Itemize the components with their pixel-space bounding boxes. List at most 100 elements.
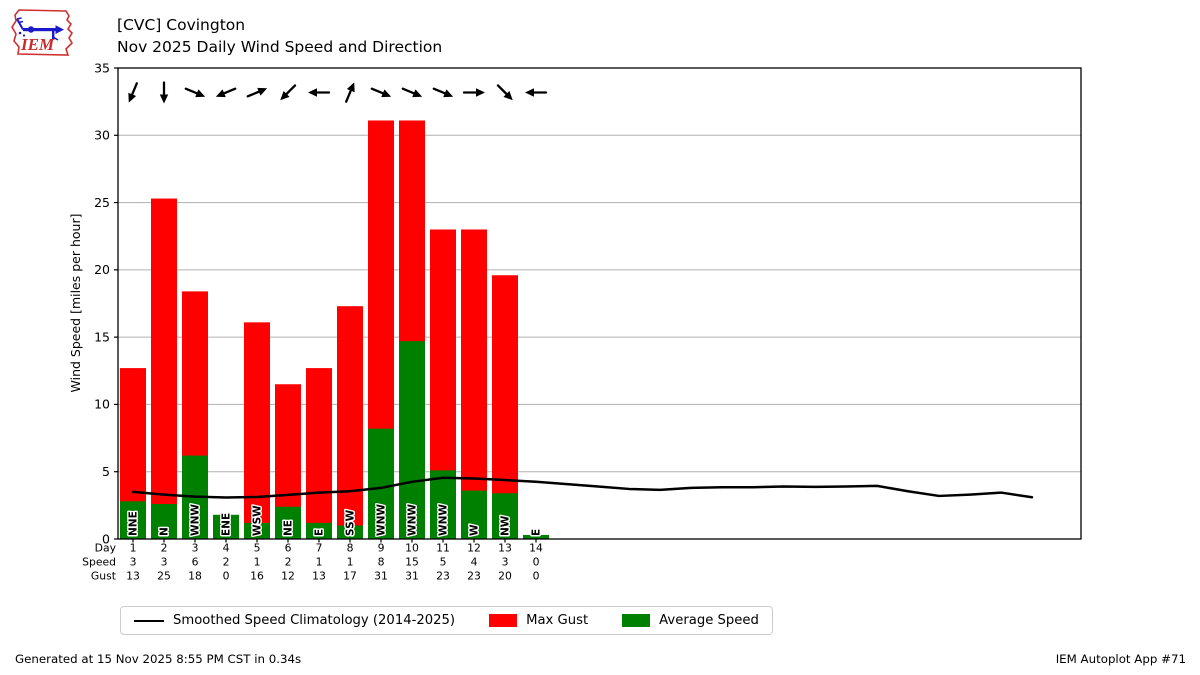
average-speed-swatch xyxy=(622,614,651,627)
direction-label: E xyxy=(313,529,325,536)
direction-label: E xyxy=(530,529,542,536)
direction-label: WNW xyxy=(406,504,418,536)
wind-direction-arrow-icon xyxy=(496,84,513,101)
wind-direction-arrow-icon xyxy=(128,82,138,103)
row-value: 0 xyxy=(223,570,230,583)
row-value: 10 xyxy=(405,542,419,555)
row-value: 3 xyxy=(161,556,168,569)
direction-label: WNW xyxy=(189,504,201,536)
y-tick-label: 0 xyxy=(102,531,110,546)
average-speed-bar xyxy=(213,514,239,539)
average-speed-bar xyxy=(151,504,177,539)
average-speed-bar xyxy=(430,470,456,539)
row-value: 3 xyxy=(130,556,137,569)
max-gust-bar xyxy=(244,322,270,539)
title-line-subtitle: Nov 2025 Daily Wind Speed and Direction xyxy=(117,38,443,56)
row-value: 0 xyxy=(533,570,540,583)
y-tick-label: 25 xyxy=(94,195,110,210)
row-value: 25 xyxy=(157,570,171,583)
wind-direction-arrow-icon xyxy=(308,88,331,97)
row-value: 31 xyxy=(374,570,388,583)
direction-label: W xyxy=(468,524,480,536)
row-value: 23 xyxy=(467,570,481,583)
row-value: 20 xyxy=(498,570,512,583)
legend-item-climatology: Smoothed Speed Climatology (2014-2025) xyxy=(134,613,455,628)
average-speed-bar xyxy=(275,506,301,539)
y-tick-label: 20 xyxy=(94,262,110,277)
row-header: Day xyxy=(95,542,117,555)
direction-label: WNW xyxy=(437,504,449,536)
row-value: 0 xyxy=(533,556,540,569)
row-value: 23 xyxy=(436,570,450,583)
row-value: 3 xyxy=(192,542,199,555)
wind-direction-arrow-icon xyxy=(345,82,355,103)
row-value: 15 xyxy=(405,556,419,569)
row-value: 4 xyxy=(471,556,478,569)
max-gust-bar xyxy=(461,229,487,539)
y-tick-label: 5 xyxy=(102,464,110,479)
average-speed-bar xyxy=(368,428,394,539)
max-gust-bar xyxy=(151,198,177,539)
wind-direction-arrow-icon xyxy=(215,87,237,98)
average-speed-bar xyxy=(399,341,425,539)
row-header: Gust xyxy=(91,570,116,583)
max-gust-bar xyxy=(337,306,363,539)
row-value: 13 xyxy=(312,570,326,583)
plot-frame xyxy=(117,67,1082,540)
wind-direction-arrow-icon xyxy=(370,87,392,98)
row-value: 11 xyxy=(436,542,450,555)
wind-direction-arrow-icon xyxy=(159,81,169,104)
legend-label-average-speed: Average Speed xyxy=(659,613,759,628)
row-value: 6 xyxy=(192,556,199,569)
average-speed-bar xyxy=(120,501,146,539)
row-value: 5 xyxy=(254,542,261,555)
average-speed-bar xyxy=(492,493,518,539)
row-value: 31 xyxy=(405,570,419,583)
legend: Smoothed Speed Climatology (2014-2025) M… xyxy=(120,606,773,635)
generated-timestamp: Generated at 15 Nov 2025 8:55 PM CST in … xyxy=(15,652,302,666)
logo-text: IEM xyxy=(20,35,55,54)
row-value: 12 xyxy=(281,570,295,583)
row-value: 1 xyxy=(316,556,323,569)
direction-label: WSW xyxy=(251,505,263,536)
average-speed-bar xyxy=(244,522,270,539)
legend-label-climatology: Smoothed Speed Climatology (2014-2025) xyxy=(173,613,456,628)
row-value: 16 xyxy=(250,570,264,583)
wind-direction-arrow-icon xyxy=(184,87,206,98)
legend-item-average-speed: Average Speed xyxy=(622,613,759,628)
row-value: 3 xyxy=(502,556,509,569)
row-value: 4 xyxy=(223,542,230,555)
iowa-outline xyxy=(11,9,74,56)
row-value: 13 xyxy=(498,542,512,555)
direction-label: SSW xyxy=(344,509,356,536)
row-value: 1 xyxy=(254,556,261,569)
average-speed-bar xyxy=(337,525,363,539)
direction-label: NNE xyxy=(127,511,139,536)
y-tick-label: 15 xyxy=(94,329,110,344)
y-axis-label: Wind Speed [miles per hour] xyxy=(68,214,83,393)
chart-title: [CVC] Covington Nov 2025 Daily Wind Spee… xyxy=(117,14,442,58)
legend-item-max-gust: Max Gust xyxy=(489,613,588,628)
y-tick-label: 35 xyxy=(94,60,110,75)
wind-direction-arrow-icon xyxy=(401,87,423,98)
row-value: 1 xyxy=(347,556,354,569)
average-speed-bar xyxy=(306,522,332,539)
wind-direction-arrow-icon xyxy=(246,87,268,98)
row-value: 2 xyxy=(285,556,292,569)
row-value: 12 xyxy=(467,542,481,555)
legend-label-max-gust: Max Gust xyxy=(526,613,589,628)
autoplot-app-label: IEM Autoplot App #71 xyxy=(1055,652,1186,666)
row-value: 1 xyxy=(130,542,137,555)
row-value: 8 xyxy=(347,542,354,555)
row-value: 5 xyxy=(440,556,447,569)
row-header: Speed xyxy=(82,556,116,569)
climatology-line xyxy=(131,476,1034,499)
direction-label: ENE xyxy=(220,513,232,536)
row-value: 2 xyxy=(223,556,230,569)
weather-vane-icon xyxy=(16,17,64,41)
row-value: 18 xyxy=(188,570,202,583)
row-value: 8 xyxy=(378,556,385,569)
row-value: 17 xyxy=(343,570,357,583)
